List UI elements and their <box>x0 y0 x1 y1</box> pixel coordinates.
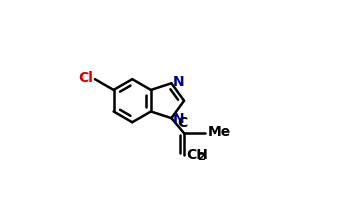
Text: Cl: Cl <box>78 71 93 85</box>
Text: 2: 2 <box>197 152 205 162</box>
Text: Me: Me <box>207 125 231 139</box>
Text: N: N <box>173 75 184 89</box>
Text: CH: CH <box>186 148 208 162</box>
Text: C: C <box>177 116 188 130</box>
Text: N: N <box>173 112 184 126</box>
